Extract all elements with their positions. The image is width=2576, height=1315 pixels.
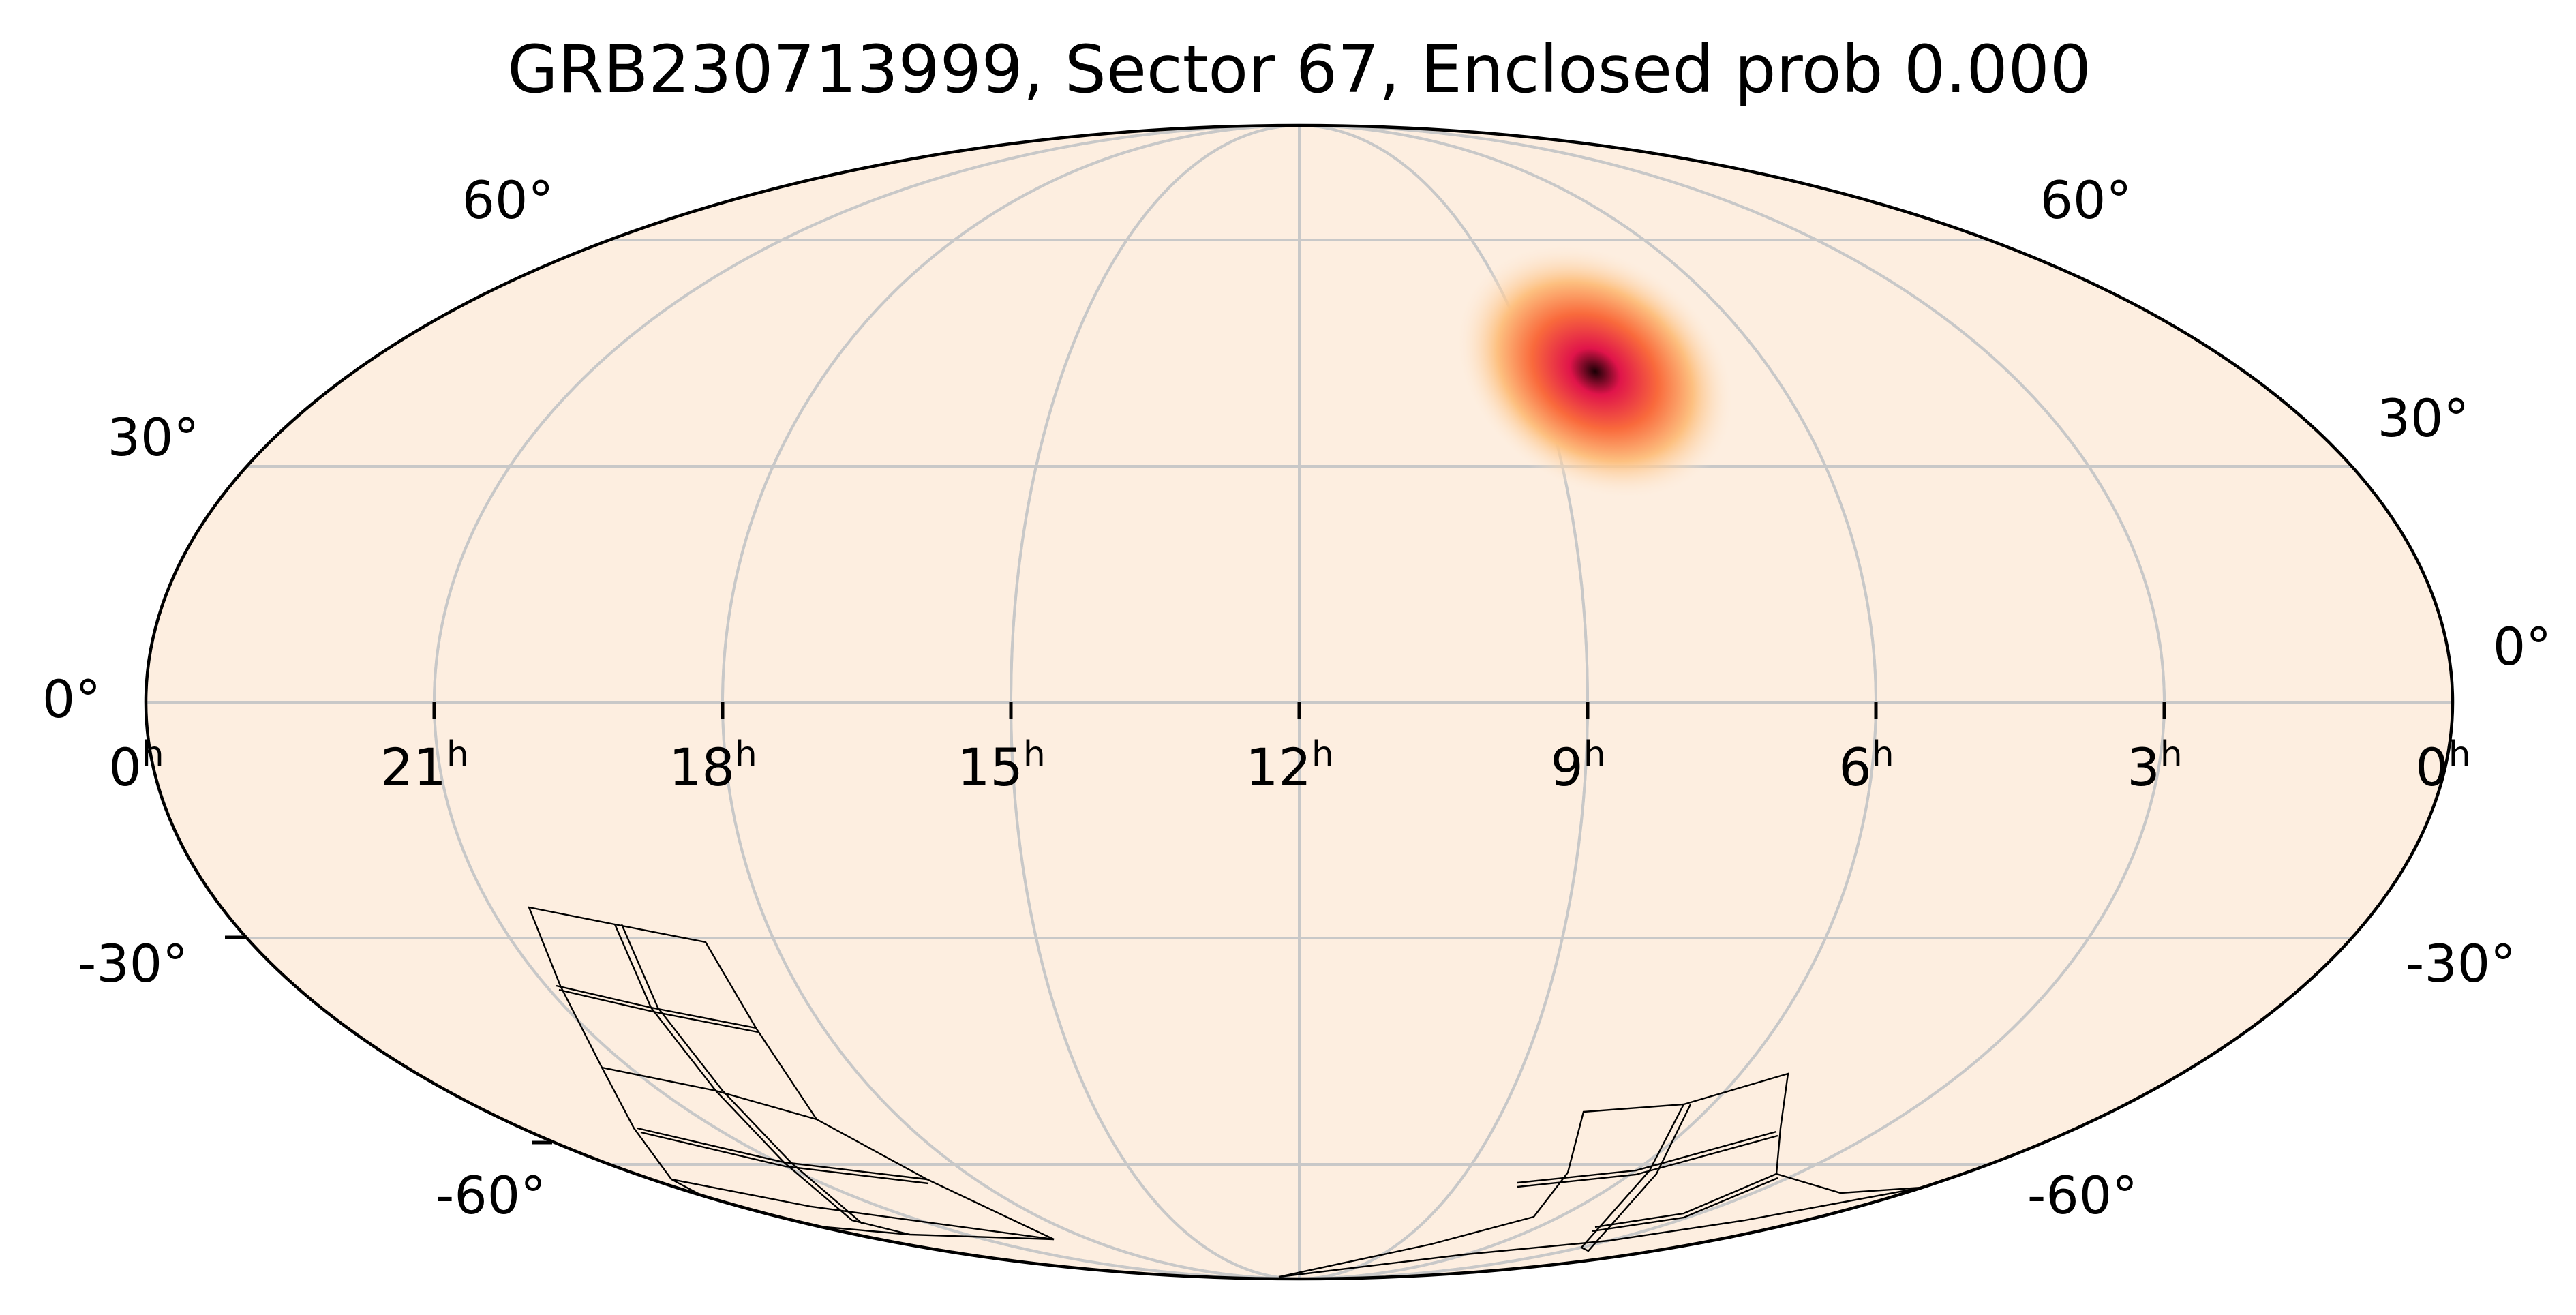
sky-outline bbox=[144, 123, 2455, 1281]
dec-label-right: 60° bbox=[2040, 170, 2132, 230]
ra-tick-labels: 0h 21h 18h 15h 12h 9h 6h 3h 0h bbox=[108, 734, 2470, 798]
tess-footprints bbox=[528, 906, 1923, 1278]
ra-tick-label: 3h bbox=[2127, 734, 2182, 798]
footprint-left bbox=[528, 906, 1055, 1241]
ra-tick-label: 0h bbox=[2415, 734, 2470, 798]
ra-tick-marks bbox=[225, 702, 2166, 1145]
dec-label-left: 30° bbox=[108, 407, 200, 468]
dec-label-left: 60° bbox=[462, 170, 554, 230]
ra-tick-label: 21h bbox=[380, 734, 469, 798]
probability-blob bbox=[1455, 243, 1735, 500]
ra-tick-label: 12h bbox=[1245, 734, 1334, 798]
dec-label-right: 0° bbox=[2493, 616, 2551, 677]
dec-label-left: -30° bbox=[78, 933, 188, 994]
footprint-right bbox=[1278, 1072, 1923, 1278]
dec-label-left: -60° bbox=[436, 1165, 546, 1226]
dec-label-left: 0° bbox=[42, 669, 101, 729]
dec-label-right: -60° bbox=[2027, 1165, 2138, 1226]
map-title: GRB230713999, Sector 67, Enclosed prob 0… bbox=[507, 31, 2091, 108]
dec-label-right: 30° bbox=[2378, 388, 2470, 449]
ra-tick-label: 0h bbox=[108, 734, 164, 798]
ra-tick-label: 6h bbox=[1838, 734, 1894, 798]
ra-tick-label: 15h bbox=[957, 734, 1046, 798]
dec-label-right: -30° bbox=[2406, 933, 2516, 994]
dec-tick-labels: 60° 30° 0° -30° -60° 60° 30° 0° -30° -60° bbox=[42, 170, 2551, 1226]
ra-tick-label: 18h bbox=[669, 734, 757, 798]
ra-tick-label: 9h bbox=[1550, 734, 1605, 798]
